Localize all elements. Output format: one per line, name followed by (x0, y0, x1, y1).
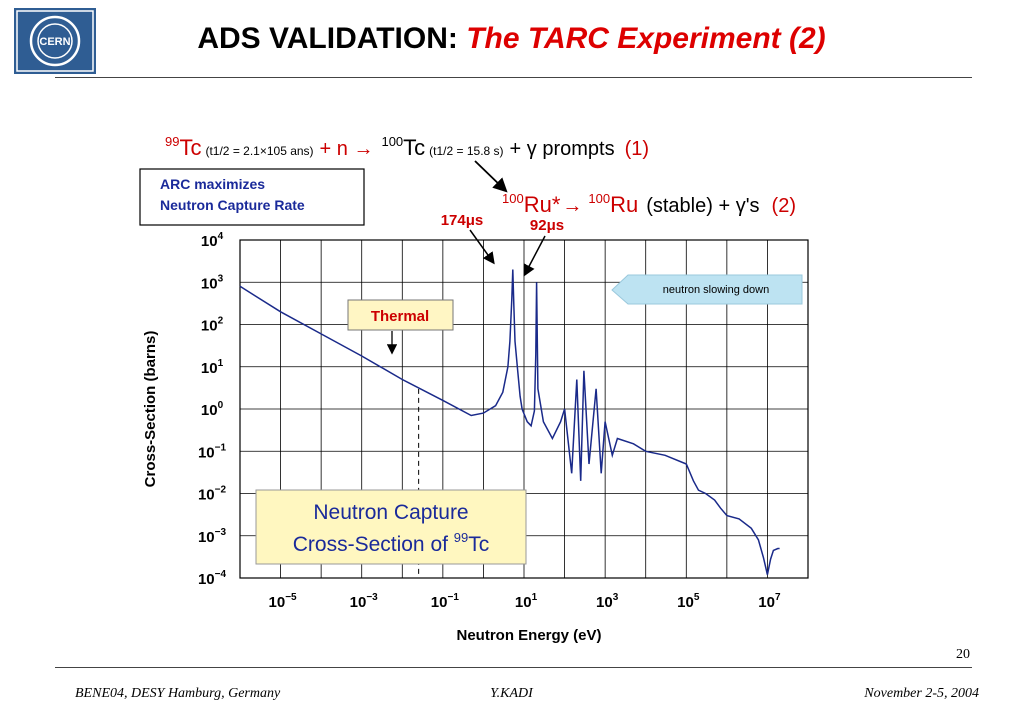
capture-line1: Neutron Capture (313, 501, 468, 524)
reaction2-rest: (stable) + γ's (646, 195, 759, 217)
reaction1-product-element: Tc (403, 135, 425, 160)
reaction2-element: Ru* (524, 192, 561, 217)
y-tick-label: 100 (201, 400, 224, 419)
reaction-2: 100Ru* → 100Ru (stable) + γ's (2) (502, 191, 796, 217)
y-tick-label: 10−2 (198, 485, 227, 504)
reaction1-product-isotope: 100 (381, 134, 403, 149)
x-tick-label: 101 (515, 592, 538, 611)
x-tick-label: 103 (596, 592, 619, 611)
arc-box-line1: ARC maximizes (160, 176, 265, 192)
y-tick-label: 102 (201, 316, 224, 335)
peak2-label: 92μs (530, 217, 564, 234)
reaction1-label: (1) (625, 138, 649, 160)
capture-element: Tc (468, 533, 489, 556)
footer-right: November 2-5, 2004 (864, 686, 979, 701)
reaction2-arrow: → (562, 195, 582, 217)
reaction1-product-halflife: (t1/2 = 15.8 s) (429, 144, 503, 158)
reaction-1: 99Tc (t1/2 = 2.1×105 ans) + n → 100Tc (t1/2 … (165, 134, 649, 160)
x-tick-label: 107 (758, 592, 781, 611)
arc-box (139, 168, 365, 226)
peak2-arrow (523, 235, 546, 277)
slide-number: 20 (956, 647, 970, 662)
y-tick-label: 10−1 (198, 442, 227, 461)
thermal-box (347, 299, 454, 331)
y-tick-label: 104 (201, 231, 224, 250)
decay-arrow (474, 160, 508, 193)
x-tick-label: 10−3 (350, 592, 379, 611)
page-title: ADS VALIDATION: The TARC Experiment (2) (0, 22, 1023, 56)
x-tick-label: 10−5 (269, 592, 298, 611)
x-tick-label: 105 (677, 592, 700, 611)
reaction1-halflife: (t1/2 = 2.1×105 ans) (205, 144, 313, 158)
title-subtitle: The TARC Experiment (2) (466, 22, 826, 55)
footer-left: BENE04, DESY Hamburg, Germany (75, 686, 281, 701)
reaction1-plus-n: + n → (320, 138, 374, 160)
y-tick-label: 10−3 (198, 527, 227, 546)
reaction1-isotope: 99 (165, 134, 179, 149)
slowing-arrow (611, 274, 803, 305)
title-main: ADS VALIDATION: (197, 22, 467, 55)
footer-center: Y.KADI (490, 686, 533, 701)
capture-line2: Cross-Section of 99Tc (293, 530, 490, 556)
y-tick-label: 10−4 (198, 569, 227, 588)
peak1-arrow (469, 229, 495, 265)
reaction2-isotope: 100 (502, 191, 524, 206)
header-divider (55, 77, 972, 78)
reaction2-product-element: Ru (610, 192, 638, 217)
capture-box (255, 489, 527, 565)
svg-text:CERN: CERN (39, 36, 70, 48)
reaction1-element: Tc (179, 135, 201, 160)
series-line (239, 269, 780, 575)
thermal-label: Thermal (371, 308, 429, 325)
capture-prefix: Cross-Section of (293, 533, 454, 556)
y-tick-label: 103 (201, 273, 224, 292)
y-axis-label: Cross-Section (barns) (142, 331, 159, 488)
capture-isotope: 99 (454, 530, 468, 545)
x-axis-label: Neutron Energy (eV) (456, 627, 601, 644)
arc-box-line2: Neutron Capture Rate (160, 197, 305, 213)
reaction2-label: (2) (772, 195, 796, 217)
reaction2-product-isotope: 100 (588, 191, 610, 206)
y-tick-label: 101 (201, 358, 224, 377)
reaction1-prompts: + γ prompts (510, 138, 615, 160)
slowing-label: neutron slowing down (663, 284, 769, 296)
footer-divider (55, 667, 972, 668)
cern-logo: CERN (14, 8, 96, 74)
peak1-label: 174μs (441, 212, 484, 229)
x-tick-label: 10−1 (431, 592, 460, 611)
